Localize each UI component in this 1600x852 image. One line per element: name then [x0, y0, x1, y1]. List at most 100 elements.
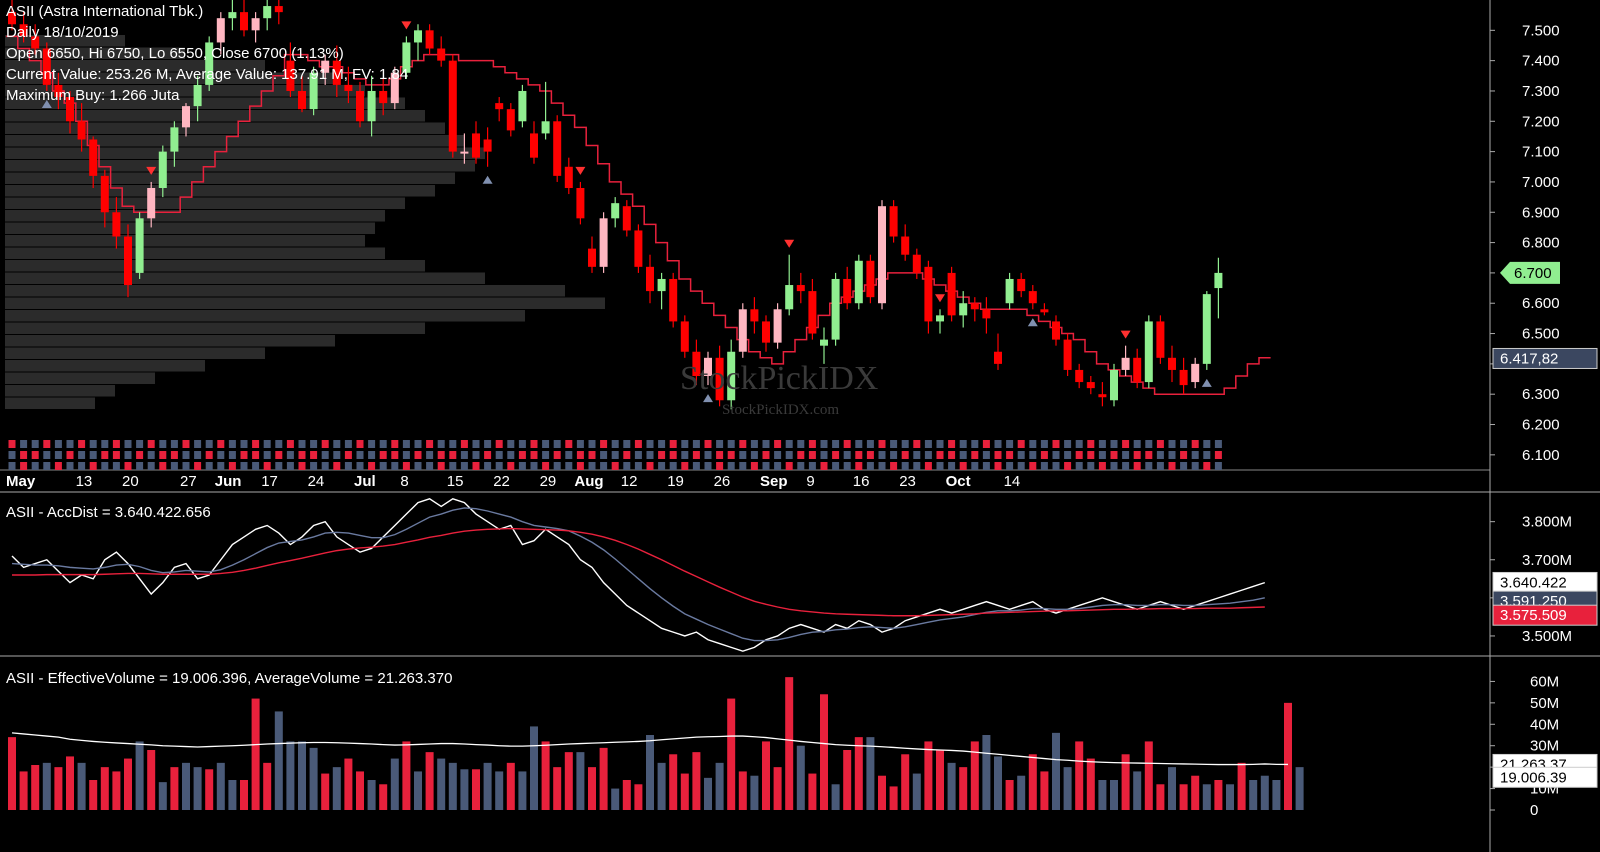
signal-dot	[101, 451, 109, 459]
candle-body	[854, 260, 863, 304]
volume-bar	[541, 741, 550, 810]
volume-bar	[495, 771, 504, 810]
signal-dot	[437, 440, 445, 448]
volume-bar	[100, 767, 109, 810]
signal-dot	[878, 451, 886, 459]
signal-dot	[1006, 440, 1014, 448]
volume-profile-bar	[5, 322, 425, 334]
signal-dot	[669, 440, 677, 448]
price-tick-label: 6.800	[1522, 235, 1560, 252]
signal-dot	[298, 451, 306, 459]
signal-dot	[1075, 462, 1083, 470]
signal-dot	[1133, 451, 1141, 459]
volume-bar	[1052, 732, 1060, 810]
date-label: 12	[621, 473, 638, 490]
stop-line-value-label-box	[1492, 347, 1598, 369]
signal-dot	[890, 451, 898, 459]
signal-dot	[553, 462, 561, 470]
signal-dot	[1156, 451, 1164, 459]
signal-dot	[472, 451, 480, 459]
value-labels: 6.7006.417,823.640.4223.591.2503.575.509…	[1492, 261, 1598, 788]
candle-body	[1144, 321, 1153, 383]
signal-dot	[866, 462, 874, 470]
candle-body	[42, 48, 51, 85]
signal-dot	[310, 451, 318, 459]
signal-dot	[20, 440, 28, 448]
signal-dot	[1075, 451, 1083, 459]
signal-dot	[89, 440, 97, 448]
volume-tick-label: 50M	[1530, 695, 1559, 712]
volume-bar	[727, 698, 736, 810]
candle-body	[541, 121, 550, 134]
candle-body	[588, 248, 596, 267]
volume-bar	[692, 752, 701, 810]
candle-body	[1005, 278, 1014, 304]
signal-dot	[936, 451, 944, 459]
volume-tick-label: 40M	[1530, 716, 1559, 733]
candle-body	[1168, 357, 1176, 370]
date-label: 19	[667, 473, 684, 490]
signal-dot	[8, 440, 16, 448]
signal-dot	[275, 451, 283, 459]
candle-body	[170, 127, 179, 152]
signal-dot	[600, 462, 608, 470]
volume-bar	[274, 711, 283, 810]
candle-body	[228, 12, 237, 19]
signal-dot	[658, 440, 666, 448]
signal-dot	[878, 462, 886, 470]
buy-marker	[41, 99, 52, 108]
signal-dot	[217, 440, 225, 448]
signal-dot	[1052, 462, 1060, 470]
signal-dot	[843, 451, 851, 459]
signal-dot	[866, 440, 874, 448]
volume-bar	[1040, 771, 1049, 810]
signal-dot	[8, 462, 16, 470]
signal-dot	[774, 440, 782, 448]
candle-body	[274, 6, 283, 13]
signal-dot	[89, 462, 97, 470]
signal-dot	[588, 451, 596, 459]
signal-dot	[170, 462, 178, 470]
signal-dot	[20, 451, 28, 459]
signal-dot	[716, 462, 724, 470]
signal-dot	[66, 440, 74, 448]
signal-dot	[890, 462, 898, 470]
signal-dot	[1040, 462, 1048, 470]
signal-dot	[240, 451, 248, 459]
volume-bar	[414, 771, 422, 810]
volume-bar	[599, 747, 608, 810]
signal-dot	[1203, 440, 1211, 448]
volume-bar	[1005, 780, 1014, 810]
volume-bar	[437, 758, 446, 810]
signal-dot	[1110, 440, 1118, 448]
volume-profile-bar	[5, 197, 405, 209]
volume-profile-bar	[5, 210, 385, 222]
volume-bar	[588, 767, 596, 810]
signal-dot	[832, 462, 840, 470]
signal-dot	[136, 462, 144, 470]
signal-dot	[1191, 451, 1199, 459]
volume-profile-bar	[5, 247, 385, 259]
signal-dot	[832, 440, 840, 448]
price-tick-label: 6.600	[1522, 295, 1560, 312]
volume-profile-bar	[5, 47, 185, 59]
candle-body	[657, 278, 666, 292]
signal-dot	[623, 451, 631, 459]
signal-dot	[646, 440, 654, 448]
volume-profile-bar	[5, 35, 125, 47]
signal-dot	[1029, 451, 1037, 459]
signal-dot	[333, 462, 341, 470]
volume-bar	[901, 754, 910, 810]
volume-profile-bar	[5, 147, 485, 159]
signal-dot	[600, 440, 608, 448]
signal-dot	[774, 451, 782, 459]
candle-body	[878, 206, 886, 304]
volume-bar	[1028, 754, 1037, 810]
signal-dot	[692, 451, 700, 459]
date-label: 15	[447, 473, 464, 490]
signal-dot	[658, 451, 666, 459]
signal-dot	[971, 451, 979, 459]
signal-dot	[124, 451, 132, 459]
signal-dot	[762, 462, 770, 470]
